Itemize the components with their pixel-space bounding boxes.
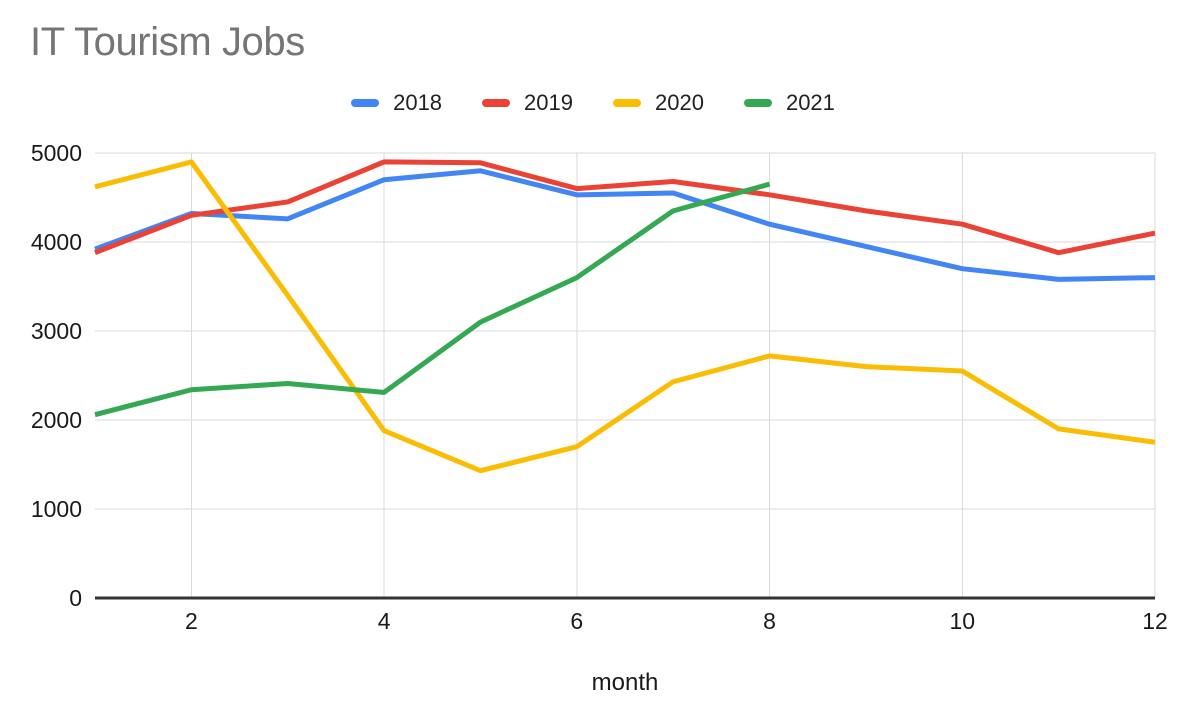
x-tick-label: 12 [1142, 608, 1168, 634]
legend-item-2019: 2019 [482, 92, 573, 114]
x-tick-label: 8 [763, 608, 776, 634]
chart-legend: 2018 2019 2020 2021 [0, 90, 1186, 116]
x-tick-label: 10 [949, 608, 975, 634]
gridlines [95, 152, 1156, 598]
legend-swatch-2019 [482, 99, 511, 107]
y-tick-label: 5000 [31, 140, 82, 166]
x-tick-label: 2 [185, 608, 198, 634]
legend-swatch-2020 [613, 99, 641, 107]
series-line-2020 [94, 159, 1156, 474]
legend-label: 2019 [524, 90, 573, 115]
chart-title: IT Tourism Jobs [30, 20, 305, 64]
legend-item-2021: 2021 [743, 90, 835, 115]
series-line-2019 [94, 159, 1156, 256]
legend-label: 2018 [393, 90, 443, 115]
line-chart: 0 1000 2000 3000 4000 5000 2 4 6 8 10 12 month [31, 140, 1168, 696]
legend-item-2020: 2020 [613, 92, 704, 114]
y-tick-label: 0 [69, 585, 82, 611]
y-tick-label: 2000 [31, 407, 82, 433]
legend-label: 2020 [655, 90, 704, 115]
legend-item-2018: 2018 [351, 92, 442, 114]
y-tick-label: 1000 [31, 496, 82, 522]
y-tick-label: 4000 [31, 229, 82, 255]
series-line-2021 [94, 181, 771, 418]
series-line-2018 [94, 168, 1156, 282]
legend-label: 2021 [785, 90, 835, 115]
legend-swatch-2021 [743, 99, 772, 107]
legend-swatch-2018 [351, 99, 380, 107]
x-axis-title: month [592, 669, 659, 696]
y-tick-label: 3000 [31, 318, 82, 344]
x-tick-label: 4 [378, 608, 391, 634]
x-tick-label: 6 [570, 608, 583, 634]
